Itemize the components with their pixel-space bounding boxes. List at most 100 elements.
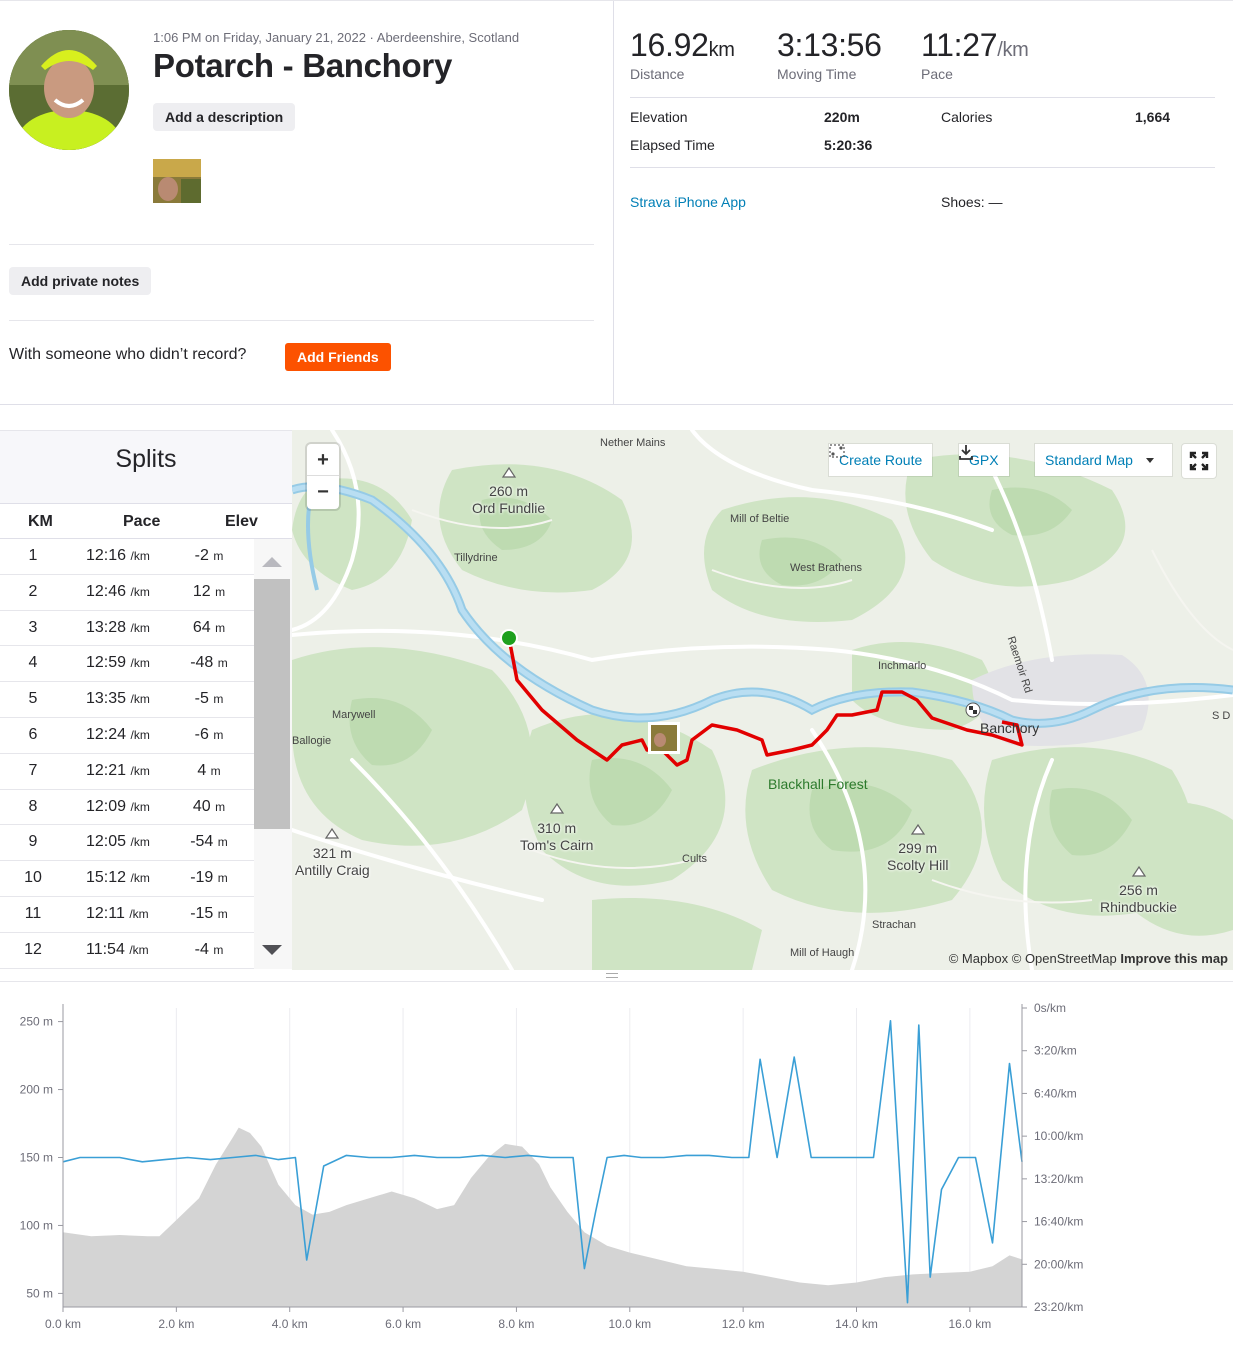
place-label: Mill of Beltie bbox=[730, 513, 790, 525]
split-elev: -54 m bbox=[190, 833, 228, 851]
pace-stat: 11:27/km Pace bbox=[921, 27, 1029, 82]
split-km: 12 bbox=[24, 940, 42, 958]
split-km: 4 bbox=[28, 654, 38, 672]
x-tick-label: 14.0 km bbox=[835, 1317, 878, 1331]
split-pace: 15:12 /km bbox=[86, 869, 150, 887]
gpx-download-button[interactable]: GPX bbox=[959, 444, 1009, 476]
distance-label: Distance bbox=[630, 66, 685, 82]
map-resize-handle[interactable] bbox=[0, 970, 1233, 982]
split-row[interactable]: 1 12:16 /km -2 m bbox=[0, 539, 254, 575]
split-row[interactable]: 12 11:54 /km -4 m bbox=[0, 933, 254, 969]
split-elev: 12 m bbox=[192, 582, 226, 600]
split-row[interactable]: 10 15:12 /km -19 m bbox=[0, 861, 254, 897]
splits-panel: Splits KM Pace Elev 1 12:16 /km -2 m 2 12:46… bbox=[0, 430, 292, 970]
y-right-tick-label: 0s/km bbox=[1034, 1001, 1066, 1015]
pace-unit: /km bbox=[997, 39, 1029, 61]
zoom-in-button[interactable]: + bbox=[307, 444, 339, 476]
peak-scolty-hill: 299 m Scolty Hill bbox=[887, 840, 949, 873]
scrollbar-thumb[interactable] bbox=[254, 579, 290, 829]
splits-header-row: KM Pace Elev bbox=[0, 503, 292, 539]
split-pace: 13:28 /km bbox=[86, 618, 150, 636]
attribution-text[interactable]: © Mapbox © OpenStreetMap bbox=[948, 951, 1117, 966]
y-left-tick-label: 100 m bbox=[20, 1218, 53, 1232]
place-label: S D bbox=[1212, 710, 1231, 722]
add-private-notes-button[interactable]: Add private notes bbox=[9, 267, 152, 295]
forest-label: Blackhall Forest bbox=[768, 776, 868, 792]
elevation-pace-chart[interactable]: 250 m 200 m 150 m 100 m 50 m 0s/km 3:20/km 6:40… bbox=[0, 990, 1233, 1340]
zoom-control: + − bbox=[307, 444, 339, 509]
activity-photo-thumbnail[interactable] bbox=[153, 159, 201, 203]
split-pace: 12:05 /km bbox=[86, 833, 150, 851]
splits-scrollbar[interactable] bbox=[254, 539, 292, 969]
moving-time-label: Moving Time bbox=[777, 66, 857, 82]
y-left-tick-label: 150 m bbox=[20, 1151, 53, 1165]
split-row[interactable]: 4 12:59 /km -48 m bbox=[0, 646, 254, 683]
split-elev: -4 m bbox=[194, 940, 224, 958]
activity-title[interactable]: Potarch - Banchory bbox=[153, 47, 452, 84]
split-km: 2 bbox=[28, 582, 38, 600]
split-row[interactable]: 7 12:21 /km 4 m bbox=[0, 754, 254, 790]
elevation-label: Elevation bbox=[630, 109, 688, 125]
split-row[interactable]: 11 12:11 /km -15 m bbox=[0, 897, 254, 933]
split-km: 7 bbox=[28, 761, 38, 779]
map-style-dropdown[interactable]: Standard Map bbox=[1035, 444, 1172, 476]
x-tick-label: 10.0 km bbox=[608, 1317, 651, 1331]
split-row[interactable]: 3 13:28 /km 64 m bbox=[0, 611, 254, 647]
x-tick-label: 8.0 km bbox=[498, 1317, 534, 1331]
activity-datetime-location: 1:06 PM on Friday, January 21, 2022 · Ab… bbox=[153, 30, 520, 45]
fullscreen-button[interactable] bbox=[1182, 444, 1216, 478]
split-elev: 4 m bbox=[197, 761, 221, 779]
km-column-header: KM bbox=[28, 513, 53, 530]
peak-antilly-craig: 321 m Antilly Craig bbox=[295, 845, 370, 878]
y-right-tick-label: 16:40/km bbox=[1034, 1215, 1083, 1229]
peak-toms-cairn: 310 m Tom's Cairn bbox=[520, 820, 594, 853]
x-tick-label: 12.0 km bbox=[722, 1317, 765, 1331]
town-label: Banchory bbox=[980, 720, 1040, 736]
split-km: 6 bbox=[28, 725, 38, 743]
scroll-up-arrow-icon[interactable] bbox=[262, 557, 282, 567]
split-elev: -19 m bbox=[190, 869, 228, 887]
create-route-label: Create Route bbox=[839, 452, 923, 468]
y-right-tick-label: 6:40/km bbox=[1034, 1086, 1077, 1100]
place-label: Inchmarlo bbox=[878, 660, 927, 672]
split-row[interactable]: 2 12:46 /km 12 m bbox=[0, 575, 254, 611]
split-km: 10 bbox=[24, 869, 42, 887]
y-right-tick-label: 3:20/km bbox=[1034, 1044, 1077, 1058]
improve-map-link[interactable]: Improve this map bbox=[1120, 951, 1228, 966]
route-map[interactable]: Nether Mains Tillydrine Mill of Beltie W… bbox=[292, 430, 1233, 970]
split-row[interactable]: 5 13:35 /km -5 m bbox=[0, 682, 254, 718]
x-tick-label: 16.0 km bbox=[949, 1317, 992, 1331]
split-row[interactable]: 9 12:05 /km -54 m bbox=[0, 825, 254, 862]
split-elev: -48 m bbox=[190, 654, 228, 672]
split-pace: 12:21 /km bbox=[86, 761, 150, 779]
peak-ord-fundlie: 260 m Ord Fundlie bbox=[472, 483, 546, 516]
split-pace: 12:16 /km bbox=[86, 547, 150, 564]
split-pace: 12:09 /km bbox=[86, 797, 150, 815]
create-route-button[interactable]: Create Route bbox=[829, 444, 933, 476]
scroll-down-arrow-icon[interactable] bbox=[262, 945, 282, 955]
pace-column-header: Pace bbox=[123, 513, 161, 530]
splits-title: Splits bbox=[0, 431, 292, 503]
add-description-button[interactable]: Add a description bbox=[153, 103, 296, 131]
download-icon bbox=[959, 445, 973, 460]
athlete-avatar[interactable] bbox=[9, 30, 129, 150]
place-label: Nether Mains bbox=[600, 437, 666, 449]
split-row[interactable]: 6 12:24 /km -6 m bbox=[0, 718, 254, 754]
add-friends-button[interactable]: Add Friends bbox=[285, 343, 391, 371]
shoes-info: Shoes: — bbox=[941, 194, 1003, 210]
expand-icon bbox=[1189, 451, 1209, 471]
split-pace: 12:11 /km bbox=[86, 904, 149, 922]
pace-value: 11:27 bbox=[921, 27, 998, 63]
device-link[interactable]: Strava iPhone App bbox=[630, 194, 746, 210]
place-label: Strachan bbox=[872, 919, 917, 931]
distance-stat: 16.92km Distance bbox=[630, 27, 735, 82]
divider bbox=[630, 167, 1215, 168]
y-left-tick-label: 50 m bbox=[26, 1286, 53, 1300]
split-row[interactable]: 8 12:09 /km 40 m bbox=[0, 790, 254, 826]
split-km: 9 bbox=[28, 833, 38, 851]
grip-icon bbox=[606, 973, 618, 978]
zoom-out-button[interactable]: − bbox=[317, 481, 329, 503]
split-pace: 13:35 /km bbox=[86, 690, 150, 708]
split-km: 11 bbox=[24, 904, 42, 922]
split-pace: 12:46 /km bbox=[86, 582, 150, 600]
